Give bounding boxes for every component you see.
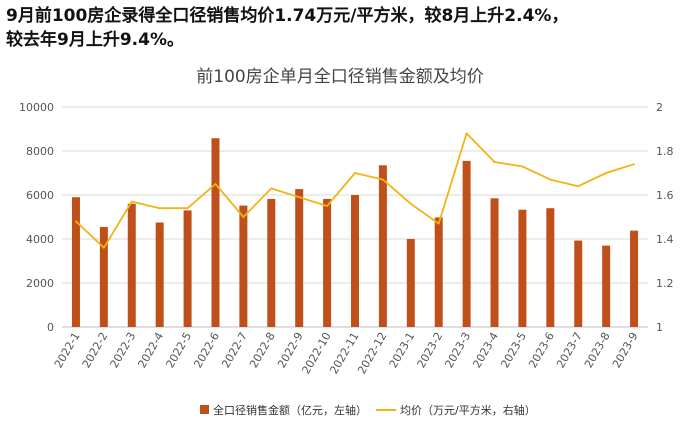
bar bbox=[323, 198, 332, 327]
bar bbox=[546, 208, 555, 327]
x-tick-label: 2023-6 bbox=[526, 330, 557, 370]
x-tick-label: 2022-4 bbox=[136, 330, 167, 370]
bar bbox=[183, 210, 192, 327]
x-tick-label: 2023-7 bbox=[554, 330, 585, 370]
bar bbox=[602, 245, 611, 327]
line-point bbox=[158, 207, 161, 210]
line-point bbox=[102, 246, 105, 249]
line-point bbox=[605, 172, 608, 174]
headline-line-2: 较去年9月上升9.4%。 bbox=[6, 30, 184, 50]
bar bbox=[630, 230, 639, 327]
bar bbox=[518, 209, 527, 327]
y-left-tick-label: 6000 bbox=[26, 189, 54, 202]
x-tick-label: 2022-9 bbox=[275, 330, 306, 370]
x-tick-label: 2023-1 bbox=[387, 330, 418, 370]
y-left-tick-label: 8000 bbox=[26, 145, 54, 158]
y-left-tick-label: 10000 bbox=[19, 101, 54, 114]
headline: 9月前100房企录得全口径销售均价1.74万元/平方米，较8月上升2.4%， 较… bbox=[6, 4, 696, 52]
x-tick-label: 2023-5 bbox=[498, 330, 529, 370]
bar bbox=[574, 240, 583, 327]
chart-title: 前100房企单月全口径销售金额及均价 bbox=[196, 67, 483, 87]
line-point bbox=[354, 172, 356, 174]
y-left-tick-label: 2000 bbox=[26, 277, 54, 290]
line-point bbox=[75, 220, 77, 223]
bar bbox=[490, 198, 499, 327]
x-tick-label: 2022-7 bbox=[219, 330, 250, 370]
line-point bbox=[130, 200, 133, 203]
line-point bbox=[186, 207, 189, 210]
line-point bbox=[493, 161, 496, 163]
legend-bar-label: 全口径销售金额（亿元，左轴） bbox=[213, 403, 367, 417]
line-point bbox=[521, 165, 524, 168]
y-right-tick-label: 1 bbox=[656, 321, 663, 334]
line-point bbox=[214, 183, 217, 185]
bar-layer bbox=[71, 138, 639, 327]
y-right-tick-label: 1.6 bbox=[656, 189, 674, 202]
bar bbox=[462, 160, 471, 327]
line-point bbox=[409, 202, 412, 205]
x-tick-label: 2022-1 bbox=[52, 330, 83, 370]
bar bbox=[71, 197, 80, 327]
y-left-tick-label: 0 bbox=[47, 321, 54, 334]
legend: 全口径销售金额（亿元，左轴） 均价（万元/平方米，右轴） bbox=[200, 403, 536, 417]
y-right-tick-label: 1.8 bbox=[656, 145, 674, 158]
x-tick-label: 2022-6 bbox=[191, 330, 222, 370]
bar bbox=[295, 189, 304, 327]
x-tick-label: 2023-3 bbox=[442, 330, 473, 370]
x-tick-label: 2023-9 bbox=[610, 330, 641, 370]
line-point bbox=[465, 132, 468, 135]
y-left-tick-label: 4000 bbox=[26, 233, 54, 246]
y-right-tick-label: 1.2 bbox=[656, 277, 674, 290]
line-point bbox=[549, 178, 552, 181]
headline-line-1: 9月前100房企录得全口径销售均价1.74万元/平方米，较8月上升2.4%， bbox=[6, 6, 569, 26]
bar bbox=[99, 226, 108, 327]
x-tick-label: 2022-5 bbox=[163, 330, 194, 370]
line-layer bbox=[75, 132, 635, 249]
line-point bbox=[633, 163, 635, 166]
line-point bbox=[242, 216, 245, 218]
x-tick-label: 2022-8 bbox=[247, 330, 278, 370]
bar bbox=[239, 205, 248, 327]
line-point bbox=[326, 205, 328, 207]
x-tick-label: 2022-3 bbox=[108, 330, 139, 370]
bar bbox=[211, 138, 220, 327]
line-point bbox=[382, 178, 384, 181]
bar bbox=[127, 203, 136, 327]
y-right-tick-label: 1.4 bbox=[656, 233, 674, 246]
x-tick-label: 2023-4 bbox=[470, 330, 501, 370]
bar bbox=[434, 217, 443, 327]
line-point bbox=[298, 196, 301, 199]
legend-bar-swatch bbox=[200, 405, 209, 414]
y-right-tick-label: 2 bbox=[656, 101, 663, 114]
legend-line-label: 均价（万元/平方米，右轴） bbox=[400, 403, 536, 417]
x-tick-label: 2023-8 bbox=[582, 330, 613, 370]
bar bbox=[406, 239, 415, 327]
bar bbox=[378, 165, 387, 327]
x-tick-label: 2022-2 bbox=[80, 330, 111, 370]
x-tick-label: 2023-2 bbox=[415, 330, 446, 370]
line-point bbox=[577, 185, 580, 188]
bar bbox=[351, 195, 359, 327]
line-point bbox=[437, 222, 440, 225]
line-point bbox=[270, 187, 273, 190]
bar bbox=[267, 198, 276, 327]
bar bbox=[155, 222, 164, 327]
